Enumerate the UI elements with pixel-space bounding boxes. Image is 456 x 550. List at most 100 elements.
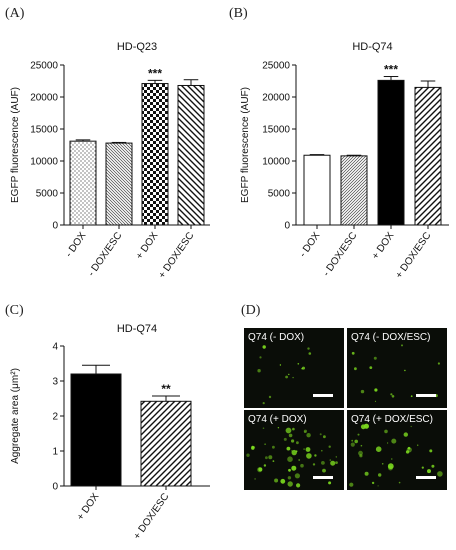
fluorescent-spot xyxy=(287,456,293,463)
fluorescent-spot xyxy=(292,427,295,431)
fluorescent-spot xyxy=(374,400,377,402)
fluorescent-spot xyxy=(329,459,332,461)
chart-title: HD-Q74 xyxy=(117,323,157,335)
fluorescent-spot xyxy=(263,464,267,467)
fluorescent-spot xyxy=(287,481,293,487)
fluorescent-spot xyxy=(251,445,255,449)
fluorescent-spot xyxy=(437,362,440,365)
fluorescent-spot xyxy=(307,347,310,350)
fluorescent-spot xyxy=(359,454,363,458)
fluorescent-spot xyxy=(322,468,326,473)
bar xyxy=(140,400,192,487)
scale-bar xyxy=(313,476,333,479)
y-tick-label: 10000 xyxy=(262,157,290,168)
fluorescent-spot xyxy=(391,395,395,398)
bar xyxy=(177,84,205,226)
bar xyxy=(414,86,442,226)
fluorescent-spot xyxy=(274,478,279,483)
fluorescent-spot xyxy=(417,444,419,446)
scale-bar xyxy=(416,394,436,397)
fluorescent-spot xyxy=(258,467,263,472)
y-axis-label: EGFP fluorescence (AUF) xyxy=(10,87,21,203)
fluorescent-spot xyxy=(381,463,384,465)
micrograph-label: Q74 (+ DOX/ESC) xyxy=(351,414,433,425)
micrograph: Q74 (+ DOX) xyxy=(244,410,344,490)
y-tick-label: 20000 xyxy=(30,93,58,104)
fluorescent-spot xyxy=(264,443,266,445)
fluorescent-spot xyxy=(358,450,363,456)
x-tick-label: - DOX xyxy=(298,230,323,259)
significance-label: ** xyxy=(161,382,171,396)
x-tick-label: + DOX/ESC xyxy=(157,230,197,280)
micrograph: Q74 (+ DOX/ESC) xyxy=(347,410,447,490)
y-tick-label: 3 xyxy=(52,377,58,388)
bar xyxy=(141,83,169,226)
panel-label-b: (B) xyxy=(229,6,248,21)
y-tick-label: 0 xyxy=(52,221,58,232)
micrograph-grid: Q74 (- DOX) Q74 (- DOX/ESC) Q74 (+ DOX) Q74… xyxy=(244,328,447,490)
fluorescent-spot xyxy=(302,366,305,370)
bar xyxy=(70,373,122,487)
fluorescent-spot xyxy=(328,481,332,485)
fluorescent-spot xyxy=(364,471,369,476)
y-tick-label: 5000 xyxy=(268,189,291,200)
fluorescent-spot xyxy=(288,433,293,438)
significance-label: *** xyxy=(384,63,398,77)
fluorescent-spot xyxy=(335,456,337,458)
fluorescent-spot xyxy=(375,446,382,453)
y-tick-label: 0 xyxy=(52,482,58,493)
fluorescent-spot xyxy=(262,427,265,430)
fluorescent-spot xyxy=(354,367,357,371)
fluorescent-spot xyxy=(384,429,388,434)
y-tick-label: 25000 xyxy=(262,61,290,72)
micrograph: Q74 (- DOX/ESC) xyxy=(347,328,447,408)
fluorescent-spot xyxy=(285,427,292,434)
fluorescent-spot xyxy=(292,376,294,379)
fluorescent-spot xyxy=(357,433,360,436)
fluorescent-spot xyxy=(300,463,304,468)
fluorescent-spot xyxy=(323,435,326,439)
fluorescent-spot xyxy=(308,352,312,355)
fluorescent-spot xyxy=(374,388,378,392)
fluorescent-spot xyxy=(265,456,268,460)
y-axis-label: Aggregate area (μm²) xyxy=(10,368,21,464)
fluorescent-spot xyxy=(279,364,282,366)
fluorescent-spot xyxy=(378,473,382,477)
y-tick-label: 4 xyxy=(52,342,58,353)
x-tick-label: + DOX xyxy=(370,230,397,261)
fluorescent-spot xyxy=(312,463,316,466)
micrograph: Q74 (- DOX) xyxy=(244,328,344,408)
x-tick-label: + DOX/ESC xyxy=(132,491,172,541)
chart-b: HD-Q74 EGFP fluorescence (AUF) 0 5000 10000 1… xyxy=(240,41,449,281)
fluorescent-spot xyxy=(387,463,394,470)
fluorescent-spot xyxy=(437,471,443,477)
fluorescent-spot xyxy=(321,449,323,452)
bar xyxy=(105,142,133,226)
fluorescent-spot xyxy=(388,465,393,471)
fluorescent-spot xyxy=(296,483,301,488)
y-tick-label: 25000 xyxy=(30,61,58,72)
x-tick-label: + DOX/ESC xyxy=(394,230,434,280)
x-tick-label: + DOX xyxy=(75,491,102,522)
y-tick-label: 20000 xyxy=(262,93,290,104)
fluorescent-spot xyxy=(259,356,262,359)
fluorescent-spot xyxy=(335,461,338,464)
y-tick-label: 15000 xyxy=(30,125,58,136)
fluorescent-spot xyxy=(350,442,355,447)
fluorescent-spot xyxy=(268,395,272,399)
fluorescent-spot xyxy=(360,444,363,447)
fluorescent-spot xyxy=(377,485,379,487)
fluorescent-spot xyxy=(285,375,288,379)
fluorescent-spot xyxy=(288,373,290,376)
fluorescent-spot xyxy=(291,465,297,471)
y-tick-label: 1 xyxy=(52,447,58,458)
micrograph-label: Q74 (- DOX) xyxy=(248,332,304,343)
micrograph-label: Q74 (- DOX/ESC) xyxy=(351,332,430,343)
fluorescent-spot xyxy=(403,432,408,437)
fluorescent-spot xyxy=(286,446,291,451)
fluorescent-spot xyxy=(288,468,291,472)
scale-bar xyxy=(416,476,436,479)
fluorescent-spot xyxy=(272,460,275,462)
fluorescent-spot xyxy=(272,445,275,449)
